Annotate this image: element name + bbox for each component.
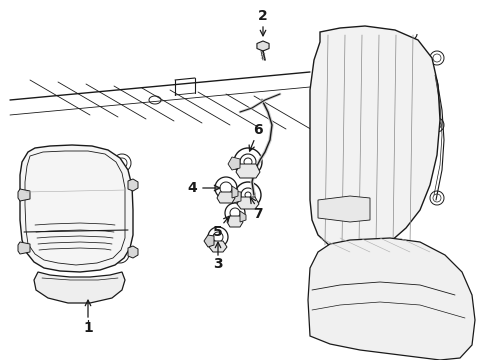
Text: 6: 6: [253, 123, 263, 137]
Polygon shape: [228, 157, 240, 170]
Polygon shape: [20, 145, 133, 272]
Polygon shape: [240, 211, 246, 222]
Polygon shape: [18, 242, 30, 254]
Polygon shape: [310, 26, 440, 252]
Polygon shape: [257, 41, 269, 51]
Polygon shape: [217, 192, 235, 203]
Polygon shape: [237, 197, 259, 209]
Text: 2: 2: [258, 9, 268, 23]
Polygon shape: [204, 235, 214, 247]
Polygon shape: [18, 189, 30, 201]
Polygon shape: [34, 272, 125, 303]
Polygon shape: [308, 238, 475, 360]
Polygon shape: [128, 179, 138, 191]
Text: 1: 1: [83, 321, 93, 335]
Polygon shape: [227, 216, 243, 227]
Text: 4: 4: [187, 181, 197, 195]
Polygon shape: [209, 241, 227, 252]
Polygon shape: [236, 164, 260, 178]
Text: 3: 3: [213, 257, 223, 271]
Polygon shape: [229, 191, 241, 203]
Polygon shape: [232, 186, 238, 198]
Text: 7: 7: [253, 207, 263, 221]
Polygon shape: [318, 196, 370, 222]
Text: 5: 5: [213, 225, 223, 239]
Polygon shape: [128, 246, 138, 258]
